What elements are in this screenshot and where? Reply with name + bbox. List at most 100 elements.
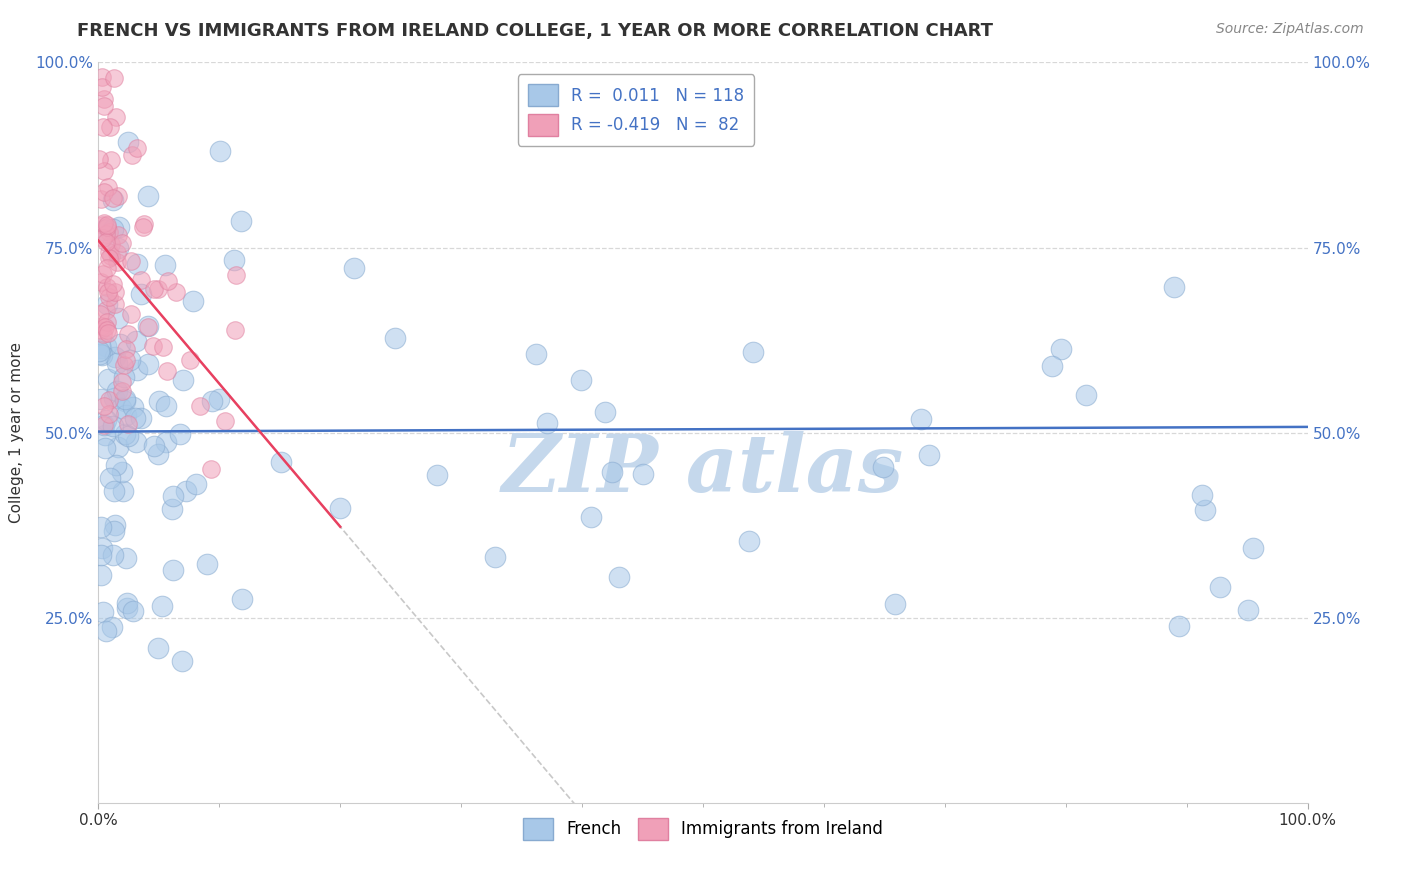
Point	[96, 315, 118, 329]
Point	[1209, 580, 1232, 594]
Point	[536, 417, 558, 431]
Point	[97, 179, 120, 194]
Point	[101, 277, 124, 291]
Point	[125, 257, 148, 271]
Point	[104, 517, 127, 532]
Point	[155, 435, 177, 450]
Point	[1050, 343, 1073, 357]
Point	[136, 357, 159, 371]
Point	[883, 597, 905, 611]
Point	[125, 434, 148, 449]
Point	[98, 407, 121, 421]
Point	[93, 417, 115, 432]
Point	[124, 410, 146, 425]
Point	[97, 326, 120, 340]
Point	[112, 483, 135, 498]
Point	[208, 392, 231, 407]
Point	[569, 373, 592, 387]
Point	[90, 323, 112, 337]
Point	[111, 235, 134, 250]
Point	[97, 371, 120, 385]
Point	[179, 352, 201, 367]
Point	[110, 337, 132, 351]
Point	[115, 408, 138, 422]
Point	[100, 249, 122, 263]
Point	[329, 500, 352, 515]
Point	[91, 218, 114, 232]
Point	[94, 413, 117, 427]
Point	[90, 341, 112, 355]
Point	[101, 549, 124, 563]
Text: ZIP atlas: ZIP atlas	[502, 431, 904, 508]
Point	[94, 235, 117, 250]
Point	[98, 252, 121, 266]
Point	[1167, 619, 1189, 633]
Point	[125, 363, 148, 377]
Point	[1237, 603, 1260, 617]
Point	[89, 307, 111, 321]
Point	[98, 244, 121, 259]
Point	[162, 489, 184, 503]
Point	[143, 282, 166, 296]
Point	[96, 227, 118, 242]
Point	[188, 399, 211, 413]
Point	[90, 348, 112, 362]
Point	[107, 227, 129, 242]
Point	[146, 640, 169, 655]
Point	[90, 568, 112, 582]
Point	[112, 359, 135, 373]
Point	[101, 418, 124, 433]
Point	[91, 605, 114, 619]
Point	[125, 334, 148, 348]
Point	[94, 339, 117, 353]
Point	[94, 442, 117, 456]
Point	[93, 92, 115, 106]
Point	[201, 393, 224, 408]
Point	[111, 465, 134, 479]
Point	[122, 603, 145, 617]
Point	[741, 345, 763, 359]
Point	[343, 261, 366, 276]
Point	[120, 352, 142, 367]
Point	[94, 303, 117, 318]
Point	[114, 427, 136, 442]
Point	[105, 355, 128, 369]
Point	[120, 307, 142, 321]
Point	[600, 465, 623, 479]
Point	[89, 152, 111, 166]
Point	[111, 384, 134, 398]
Point	[91, 70, 114, 85]
Point	[165, 285, 187, 300]
Point	[148, 393, 170, 408]
Point	[129, 273, 152, 287]
Point	[94, 319, 117, 334]
Point	[96, 297, 118, 311]
Point	[107, 311, 129, 326]
Point	[142, 339, 165, 353]
Point	[89, 347, 111, 361]
Point	[100, 153, 122, 167]
Point	[910, 412, 932, 426]
Point	[231, 591, 253, 606]
Point	[114, 394, 136, 409]
Point	[872, 459, 894, 474]
Point	[91, 120, 114, 134]
Point	[162, 563, 184, 577]
Point	[108, 220, 131, 235]
Point	[169, 426, 191, 441]
Point	[384, 331, 406, 345]
Text: FRENCH VS IMMIGRANTS FROM IRELAND COLLEGE, 1 YEAR OR MORE CORRELATION CHART: FRENCH VS IMMIGRANTS FROM IRELAND COLLEG…	[77, 22, 993, 40]
Point	[91, 230, 114, 244]
Point	[90, 318, 112, 333]
Point	[96, 323, 118, 337]
Point	[91, 80, 114, 95]
Point	[195, 557, 218, 571]
Point	[104, 297, 127, 311]
Point	[91, 326, 114, 341]
Point	[93, 164, 115, 178]
Point	[103, 484, 125, 499]
Point	[103, 71, 125, 86]
Point	[209, 145, 232, 159]
Point	[1194, 502, 1216, 516]
Point	[107, 241, 129, 255]
